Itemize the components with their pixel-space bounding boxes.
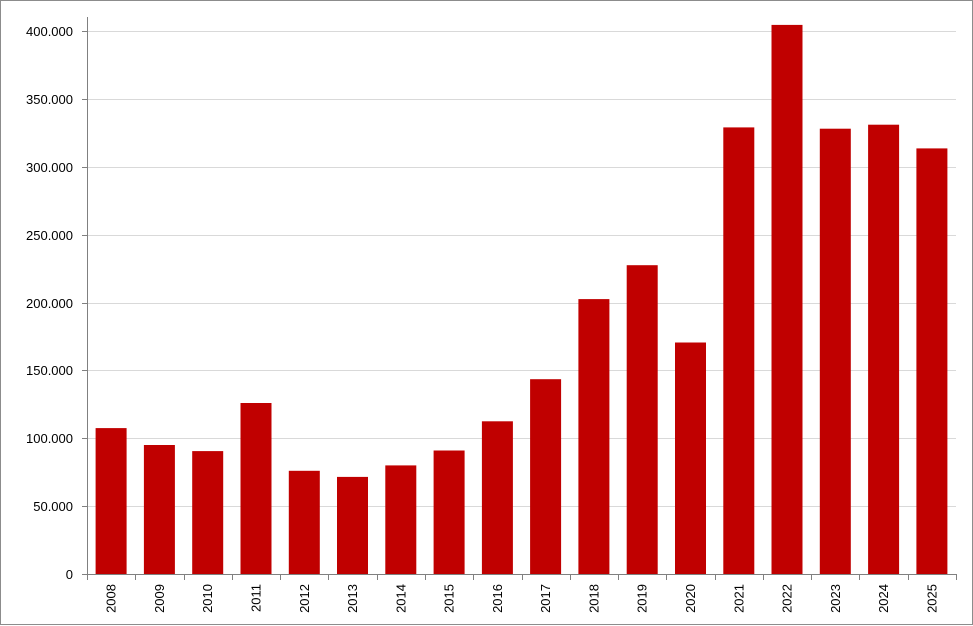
bar-2016 — [481, 421, 513, 574]
y-tick-label: 0 — [66, 567, 73, 582]
bar-2017 — [530, 379, 562, 574]
bar-2015 — [433, 450, 465, 574]
axes — [82, 17, 957, 580]
x-tick-label: 2008 — [104, 584, 119, 613]
bar-2020 — [675, 342, 706, 574]
x-tick-label: 2023 — [828, 584, 843, 613]
x-tick-label: 2016 — [490, 584, 505, 613]
x-tick-label: 2022 — [780, 584, 795, 613]
x-tick-label: 2024 — [876, 584, 891, 613]
y-tick-label: 100.000 — [26, 431, 73, 446]
bar-2022 — [771, 24, 803, 574]
x-tick-label: 2015 — [442, 584, 457, 613]
bar-2010 — [192, 451, 224, 574]
bar-2023 — [819, 128, 851, 574]
x-tick-label: 2018 — [586, 584, 601, 613]
x-tick-label: 2021 — [731, 584, 746, 613]
x-tick-label: 2013 — [345, 584, 360, 613]
x-tick-label: 2017 — [538, 584, 553, 613]
bar-2014 — [385, 465, 417, 574]
bars — [95, 24, 948, 575]
x-tick-label: 2025 — [924, 584, 939, 613]
bar-2011 — [240, 403, 272, 574]
gridlines — [87, 31, 956, 507]
x-tick-label: 2012 — [297, 584, 312, 613]
x-tick-label: 2014 — [393, 584, 408, 613]
bar-2025 — [916, 148, 948, 574]
y-tick-label: 400.000 — [26, 24, 73, 39]
x-tick-label: 2019 — [635, 584, 650, 613]
bar-2024 — [868, 124, 900, 574]
x-tick-label: 2010 — [200, 584, 215, 613]
y-tick-label: 350.000 — [26, 92, 73, 107]
bar-2013 — [337, 476, 368, 574]
bar-2021 — [723, 127, 755, 575]
x-tick-label: 2011 — [248, 584, 263, 612]
x-tick-label: 2020 — [683, 584, 698, 613]
x-tick-label: 2009 — [152, 584, 167, 613]
bar-2008 — [95, 428, 127, 574]
tick-labels: 0 50.000 100.000 150.000 200.000 250.000 300.0… — [26, 24, 939, 613]
bar-2018 — [578, 299, 610, 574]
bar-2012 — [288, 470, 320, 574]
y-tick-label: 150.000 — [26, 363, 73, 378]
y-tick-label: 250.000 — [26, 228, 73, 243]
bar-2019 — [626, 265, 658, 574]
y-tick-label: 300.000 — [26, 160, 73, 175]
bar-2009 — [143, 445, 175, 574]
y-tick-label: 200.000 — [26, 296, 73, 311]
y-tick-label: 50.000 — [33, 499, 73, 514]
